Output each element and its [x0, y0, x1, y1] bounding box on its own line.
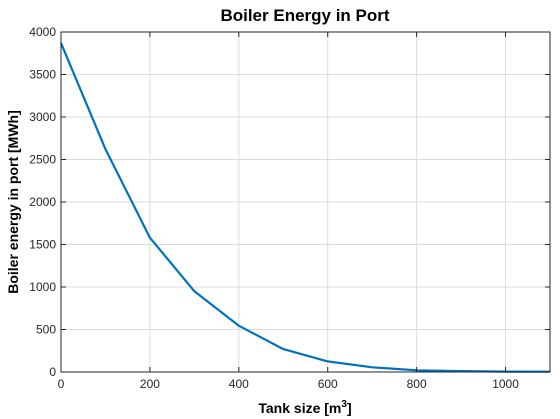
x-axis-label-text: Tank size [m — [258, 400, 341, 416]
x-axis-label-superscript: 3 — [341, 399, 347, 410]
y-tick-label: 1000 — [29, 280, 56, 294]
y-axis-label: Boiler energy in port [MWh] — [5, 110, 21, 294]
y-tick-label: 2500 — [29, 153, 56, 167]
y-tick-label: 3000 — [29, 110, 56, 124]
chart-title: Boiler Energy in Port — [220, 6, 389, 25]
x-tick-label: 200 — [140, 377, 160, 391]
x-tick-label: 600 — [318, 377, 338, 391]
y-tick-label: 3500 — [29, 68, 56, 82]
x-tick-label: 1000 — [492, 377, 519, 391]
y-tick-label: 4000 — [29, 25, 56, 39]
y-tick-label: 500 — [36, 323, 56, 337]
x-tick-label: 800 — [407, 377, 427, 391]
x-tick-label: 0 — [58, 377, 65, 391]
series-line — [59, 42, 551, 373]
y-tick-label: 2000 — [29, 195, 56, 209]
y-tick-label: 1500 — [29, 238, 56, 252]
x-axis-label: Tank size [m3] — [258, 399, 351, 416]
y-tick-label: 0 — [49, 365, 56, 379]
ticks: 0 200 400 600 800 1000 0 500 1000 1500 2000 2500 300… — [29, 25, 550, 391]
x-axis-label-end: ] — [347, 400, 352, 416]
series-layer — [59, 42, 551, 373]
x-tick-label: 400 — [229, 377, 249, 391]
